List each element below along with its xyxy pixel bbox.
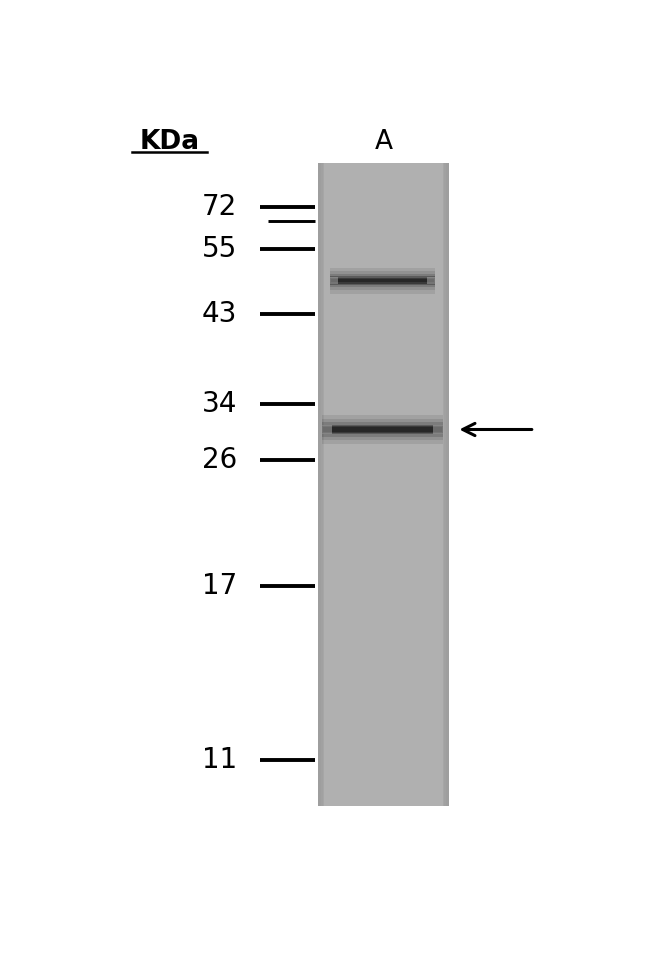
Bar — [445, 163, 449, 806]
Text: KDa: KDa — [139, 129, 200, 155]
Bar — [434, 426, 443, 434]
Bar — [330, 277, 436, 285]
Bar — [318, 163, 322, 806]
Bar — [330, 277, 338, 284]
Bar — [318, 163, 324, 806]
Bar — [443, 163, 449, 806]
Text: 17: 17 — [202, 572, 237, 600]
Bar — [322, 415, 443, 444]
Bar — [322, 426, 443, 433]
Bar — [427, 277, 436, 284]
Bar — [322, 419, 443, 439]
Text: 34: 34 — [202, 390, 237, 418]
Bar — [318, 163, 321, 806]
Bar — [330, 272, 436, 290]
Bar — [318, 163, 449, 806]
Text: A: A — [374, 129, 393, 155]
Text: 72: 72 — [202, 193, 237, 221]
Text: 26: 26 — [202, 446, 237, 474]
Bar — [322, 426, 332, 434]
Bar — [446, 163, 449, 806]
Text: 43: 43 — [202, 300, 237, 328]
Text: 11: 11 — [202, 746, 237, 773]
Bar — [330, 278, 436, 283]
Bar — [330, 274, 436, 287]
Bar — [323, 428, 442, 432]
Bar — [330, 268, 436, 294]
Bar — [322, 425, 443, 434]
Text: 55: 55 — [202, 235, 237, 263]
Bar — [331, 278, 434, 282]
Bar — [322, 422, 443, 436]
